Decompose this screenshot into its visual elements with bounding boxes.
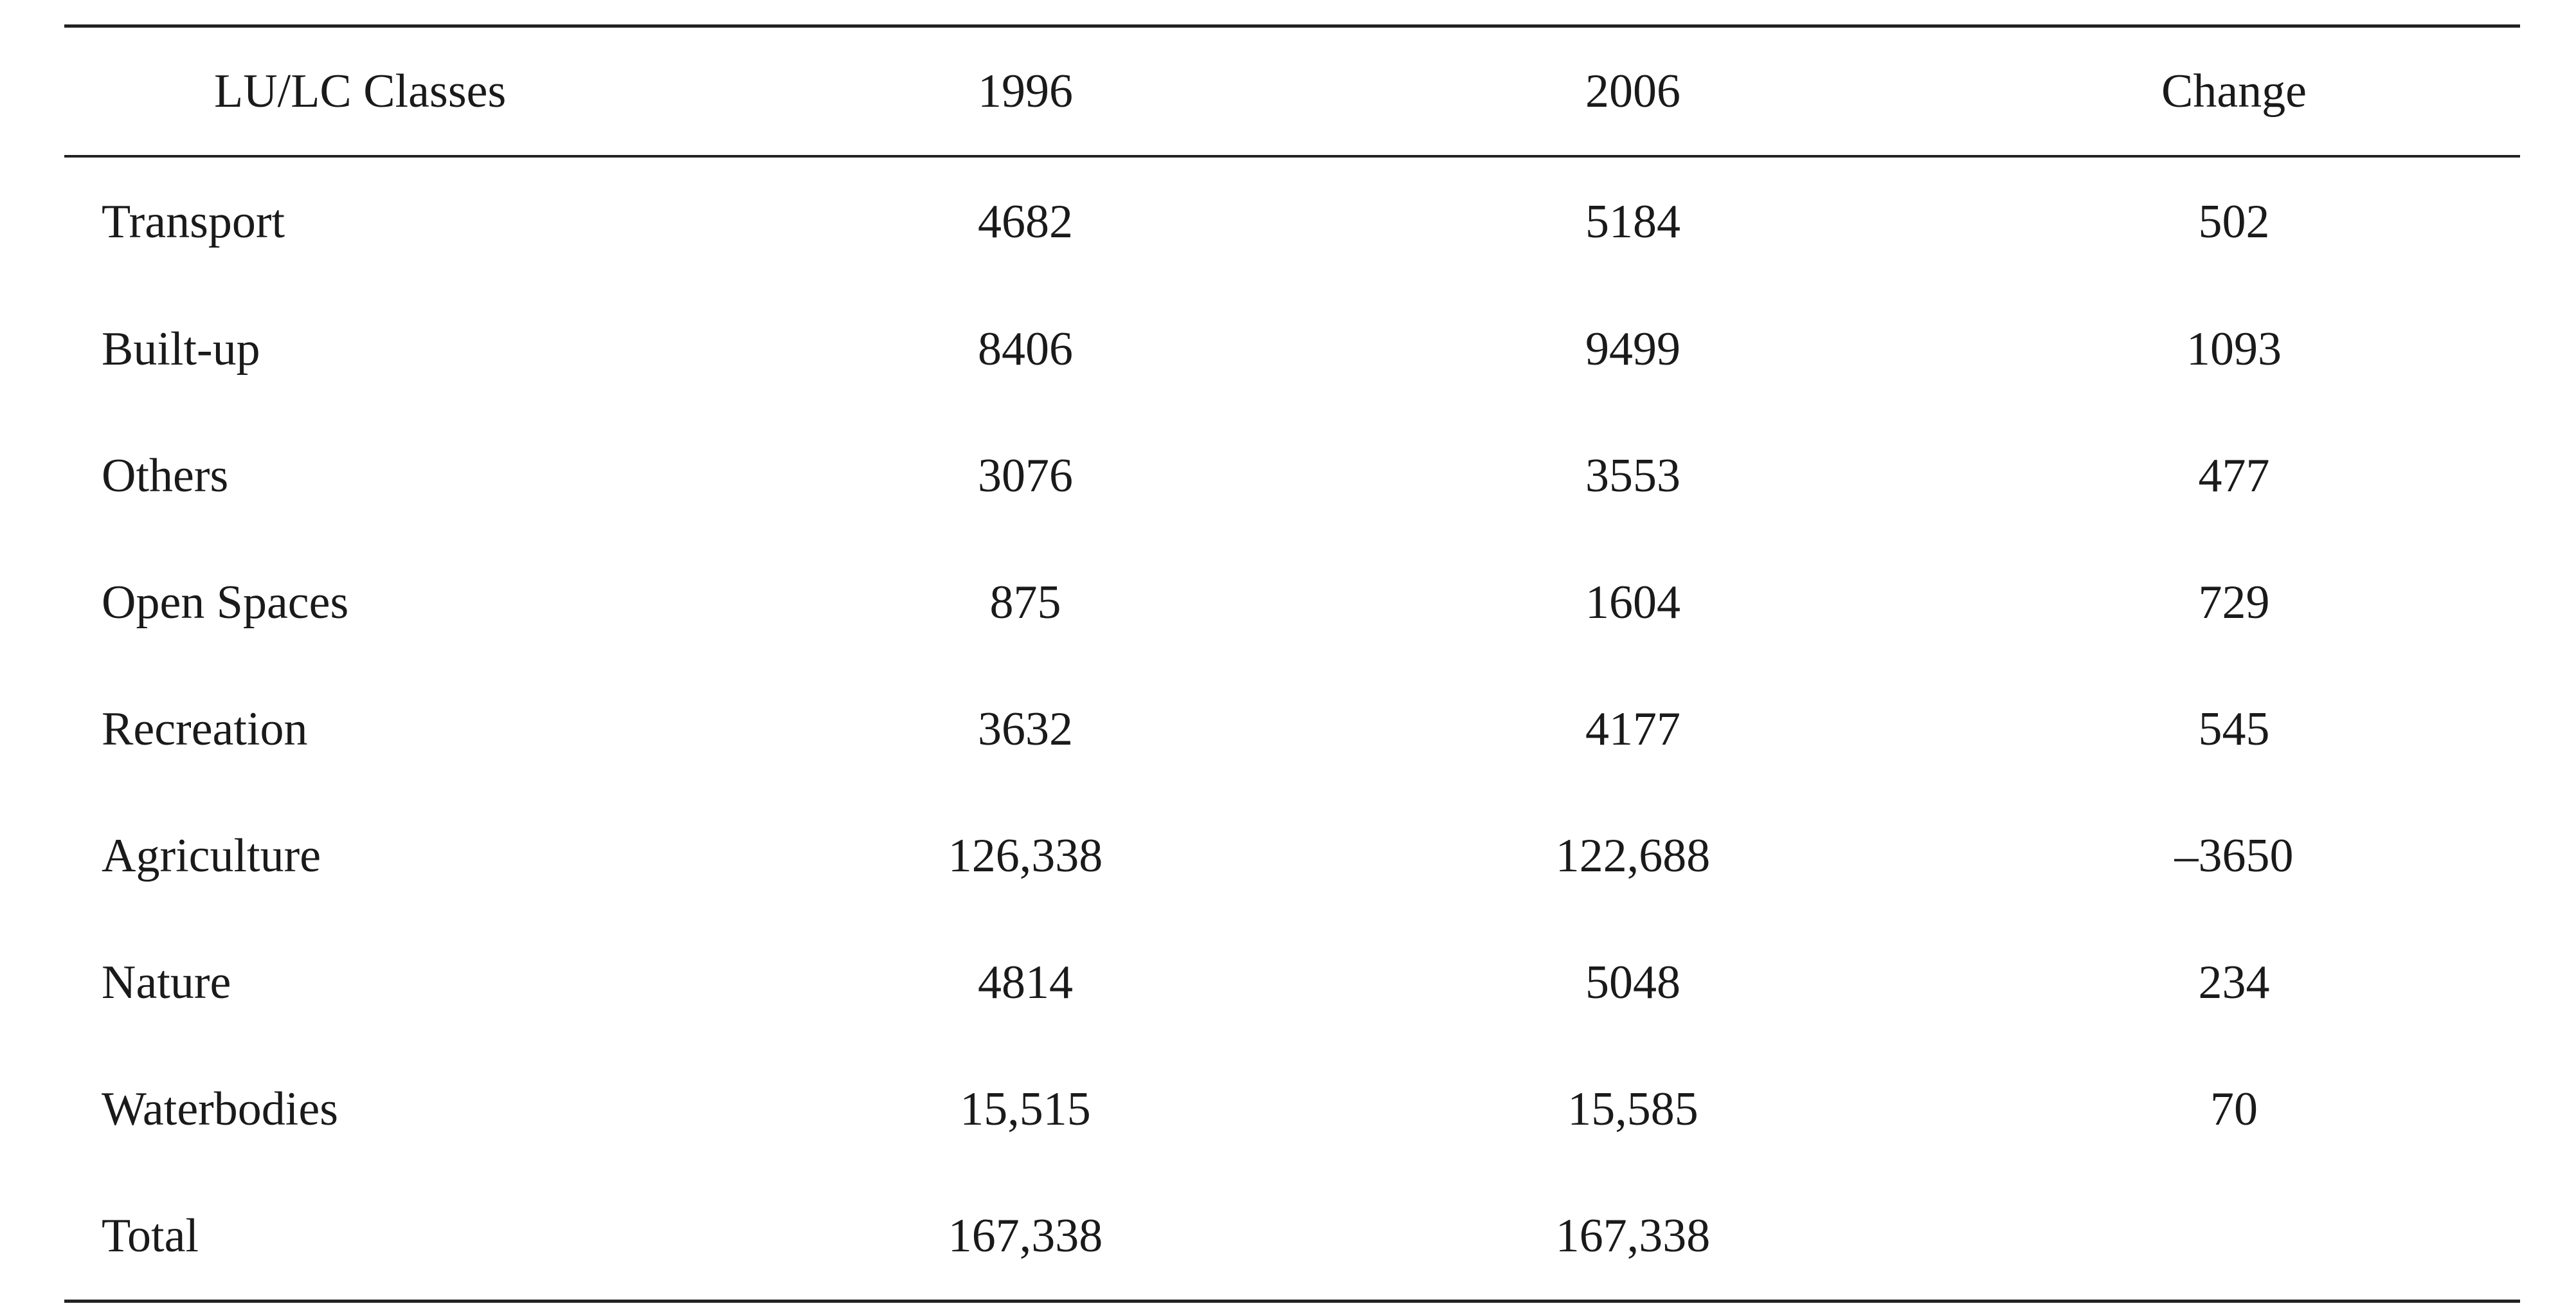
value-2006: 5184 (1585, 195, 1680, 248)
table-row: Transport 4682 5184 502 (64, 156, 2520, 286)
value-change: 234 (2198, 956, 2270, 1009)
value-change: 545 (2198, 703, 2270, 756)
table-row: Open Spaces 875 1604 729 (64, 540, 2520, 666)
value-1996: 15,515 (960, 1083, 1091, 1136)
row-label: Transport (102, 195, 285, 248)
row-label: Open Spaces (102, 576, 349, 629)
table-row: Nature 4814 5048 234 (64, 920, 2520, 1046)
row-label: Built-up (102, 323, 260, 376)
table-row: Agriculture 126,338 122,688 –3650 (64, 793, 2520, 920)
table-row: Built-up 8406 9499 1093 (64, 286, 2520, 413)
value-2006: 3553 (1585, 449, 1680, 502)
table-row-total: Total 167,338 167,338 (64, 1173, 2520, 1301)
row-label: Waterbodies (102, 1083, 339, 1136)
value-1996: 3632 (978, 703, 1073, 756)
value-2006: 15,585 (1567, 1083, 1698, 1136)
value-change (1948, 1173, 2520, 1301)
header-class: LU/LC Classes (214, 64, 507, 118)
table-row: Others 3076 3553 477 (64, 413, 2520, 540)
land-use-change-table: LU/LC Classes 1996 2006 Change Transport… (64, 24, 2520, 1303)
value-1996: 875 (989, 576, 1061, 629)
value-change: 729 (2198, 576, 2270, 629)
value-2006: 9499 (1585, 323, 1680, 376)
row-label: Recreation (102, 703, 308, 756)
row-label: Total (102, 1210, 199, 1262)
row-label: Others (102, 449, 229, 502)
header-2006: 2006 (1585, 64, 1680, 118)
table-row: Recreation 3632 4177 545 (64, 666, 2520, 793)
table-header: LU/LC Classes 1996 2006 Change (64, 26, 2520, 156)
header-row: LU/LC Classes 1996 2006 Change (64, 26, 2520, 156)
value-1996: 8406 (978, 323, 1073, 376)
row-label: Nature (102, 956, 231, 1009)
header-change: Change (2161, 64, 2307, 118)
value-change: –3650 (2174, 830, 2294, 882)
value-change: 1093 (2186, 323, 2282, 376)
value-1996: 167,338 (948, 1210, 1103, 1262)
value-change: 502 (2198, 195, 2270, 248)
value-2006: 1604 (1585, 576, 1680, 629)
land-use-table-container: LU/LC Classes 1996 2006 Change Transport… (64, 24, 2520, 1303)
value-change: 477 (2198, 449, 2270, 502)
value-1996: 126,338 (948, 830, 1103, 882)
value-2006: 5048 (1585, 956, 1680, 1009)
row-label: Agriculture (102, 830, 321, 882)
value-1996: 4814 (978, 956, 1073, 1009)
value-1996: 3076 (978, 449, 1073, 502)
table-row: Waterbodies 15,515 15,585 70 (64, 1046, 2520, 1173)
value-2006: 4177 (1585, 703, 1680, 756)
header-1996: 1996 (978, 64, 1073, 118)
value-2006: 167,338 (1555, 1210, 1711, 1262)
value-1996: 4682 (978, 195, 1073, 248)
table-body: Transport 4682 5184 502 Built-up 8406 94… (64, 156, 2520, 1301)
value-change: 70 (2210, 1083, 2258, 1136)
value-2006: 122,688 (1555, 830, 1711, 882)
